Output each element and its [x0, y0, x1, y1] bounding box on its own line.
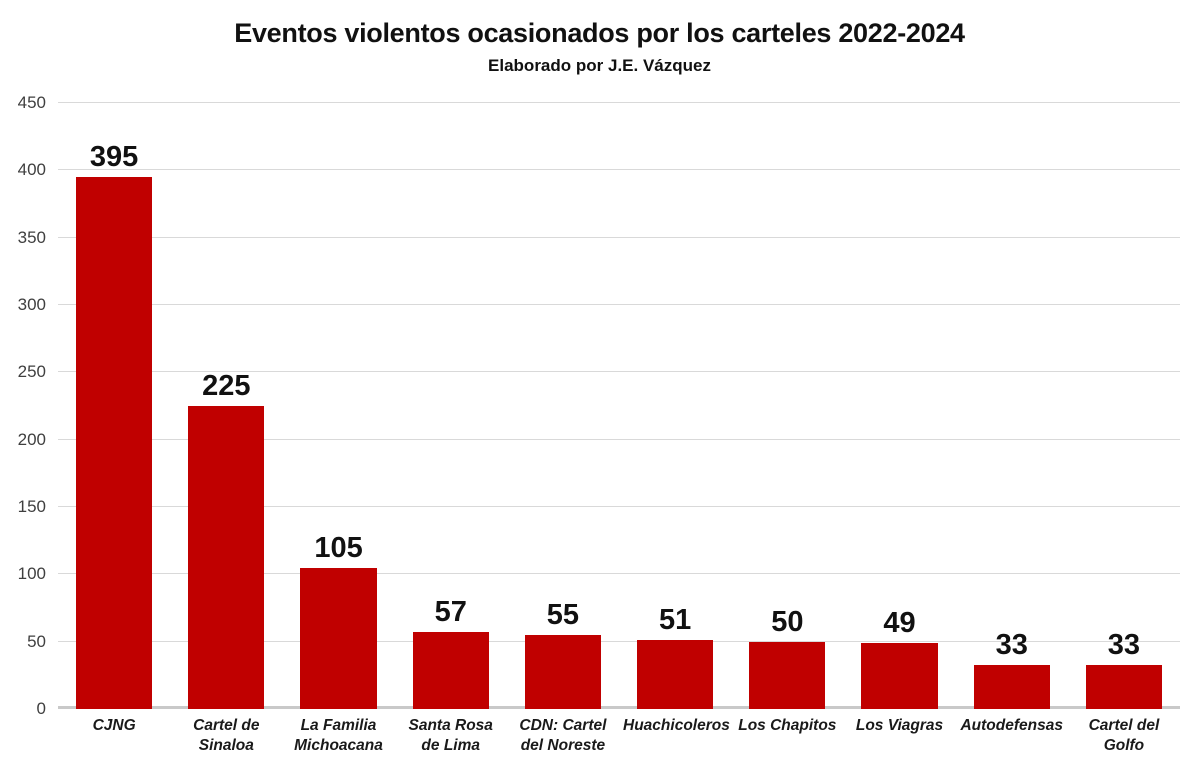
bar-value-label: 51: [658, 604, 692, 637]
x-axis-category-label: CJNG: [92, 717, 136, 734]
bar[interactable]: [524, 634, 602, 709]
bar[interactable]: [1085, 664, 1163, 709]
bar-slot: 55: [507, 103, 619, 709]
x-axis-baseline: [58, 706, 1180, 709]
x-axis-category-label: Los Viagras: [855, 717, 944, 734]
x-axis-category-label: Autodefensas: [960, 717, 1063, 734]
bar[interactable]: [188, 406, 265, 709]
gridline: [58, 640, 1180, 642]
bar[interactable]: [412, 632, 489, 709]
gridline: [58, 304, 1180, 305]
y-axis-tick-label: 300: [17, 295, 46, 314]
bar-slot: 50: [731, 103, 843, 709]
y-axis-tick-label: 50: [27, 631, 46, 651]
bar[interactable]: [75, 177, 153, 709]
bar-slot: 225: [170, 103, 282, 709]
bar-value-label: 50: [771, 605, 804, 638]
y-axis-tick-label: 0: [36, 699, 46, 718]
gridline: [58, 236, 1180, 238]
bar-slot: 49: [843, 103, 955, 709]
y-axis-tick-label: 150: [17, 497, 46, 516]
bar[interactable]: [861, 643, 938, 709]
x-axis-category-label: Cartel del Golfo: [1088, 717, 1160, 755]
bar-value-label: 395: [89, 141, 139, 174]
y-axis-tick-label: 450: [17, 93, 46, 112]
gridline: [58, 573, 1180, 575]
plot-area: 395 225 105 57 55 51 50 49 33 33: [58, 102, 1180, 709]
gridline: [58, 371, 1180, 373]
chart-subtitle: Elaborado por J.E. Vázquez: [488, 56, 711, 75]
x-axis: CJNG Cartel de Sinaloa La Familia Michoaca…: [58, 716, 1180, 756]
bar[interactable]: [973, 664, 1050, 709]
bar-slot: 105: [282, 103, 394, 709]
y-axis-tick-label: 100: [17, 564, 46, 584]
y-axis-tick-label: 200: [17, 429, 46, 449]
bar-slot: 51: [619, 103, 731, 709]
bar[interactable]: [300, 567, 377, 709]
gridline: [58, 438, 1180, 440]
bar-value-label: 33: [1107, 628, 1141, 661]
bar-value-label: 55: [546, 598, 580, 631]
chart-title: Eventos violentos ocasionados por los ca…: [234, 18, 965, 48]
x-axis-category-label: La Familia Michoacana: [294, 717, 383, 755]
gridline: [58, 102, 1180, 103]
y-axis-tick-label: 250: [17, 362, 46, 382]
bar-value-label: 33: [995, 628, 1028, 661]
bar-value-label: 105: [314, 531, 363, 564]
bar-value-label: 57: [434, 596, 467, 629]
x-axis-category-label: Cartel de Sinaloa: [193, 717, 260, 755]
x-axis-category-label: Los Chapitos: [738, 717, 837, 734]
bar[interactable]: [749, 641, 826, 709]
y-axis-tick-label: 350: [17, 227, 46, 247]
y-axis-tick-label: 400: [17, 160, 46, 180]
bar-slot: 33: [1068, 103, 1180, 709]
bars-layer: 395 225 105 57 55 51 50 49 33 33: [58, 103, 1180, 709]
bar-value-label: 49: [883, 607, 916, 640]
bar-slot: 33: [956, 103, 1068, 709]
x-axis-category-label: Santa Rosa de Lima: [408, 717, 493, 755]
bar-slot: 395: [58, 103, 170, 709]
x-axis-category-label: Huachicoleros: [623, 717, 730, 734]
gridline: [58, 169, 1180, 171]
gridline: [58, 506, 1180, 507]
bar-value-label: 225: [202, 370, 251, 402]
bar[interactable]: [636, 640, 714, 709]
bar-slot: 57: [395, 103, 507, 709]
x-axis-category-label: CDN: Cartel del Noreste: [519, 717, 607, 755]
